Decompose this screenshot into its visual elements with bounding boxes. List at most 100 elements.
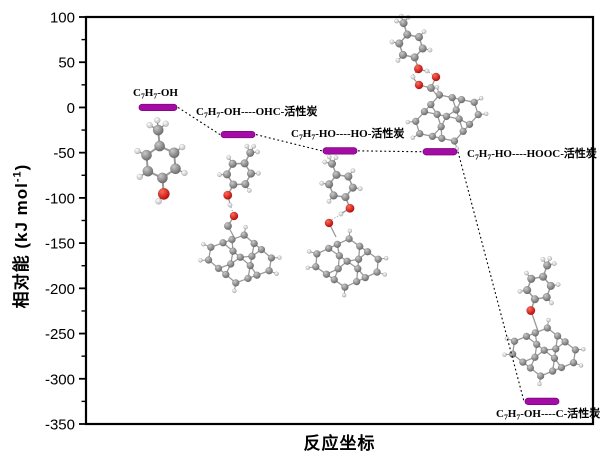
level-label-complex-C7H7-OH-OHC-activated-carbon: C7H7-OH----OHC-活性炭 xyxy=(196,104,317,120)
carbon-atom xyxy=(354,255,363,263)
level-labels: C7H7-OH C7H7-OH----OHC-活性炭 C7H7-HO----HO-活… xyxy=(133,87,600,422)
hydrogen-atom xyxy=(517,288,523,294)
y-axis-label-text: 相对能 (kJ mol xyxy=(12,182,31,309)
level-bar-product-C7H7-OH-C-activated-carbon xyxy=(524,397,560,405)
hydrogen-atom xyxy=(277,255,282,260)
carbon-atom xyxy=(168,147,180,159)
plot-frame xyxy=(84,15,595,426)
level-label-reactant-C7H7-OH: C7H7-OH xyxy=(133,87,178,101)
y-axis-tick-label--100: -100 xyxy=(45,190,75,207)
carbon-atom xyxy=(222,170,232,179)
carbon-atom xyxy=(246,261,254,270)
carbon-atom xyxy=(322,270,331,278)
carbon-atom xyxy=(363,248,372,256)
y-axis-label: 相对能 (kJ mol-1) xyxy=(7,86,31,386)
carbon-atom xyxy=(345,235,353,243)
hydrogen-atom xyxy=(547,256,553,261)
carbon-atom xyxy=(416,129,424,138)
carbon-atom xyxy=(552,345,560,353)
carbon-atom xyxy=(398,50,408,60)
hydrogen-atom xyxy=(427,47,433,53)
hydrogen-atom xyxy=(350,168,356,174)
molecule-cresol-OHC-activated-carbon xyxy=(198,143,282,294)
oxygen-atom xyxy=(223,190,233,200)
carbon-atom xyxy=(457,95,466,104)
y-axis-tick-label-0: 0 xyxy=(67,100,75,117)
carbon-atom xyxy=(550,354,559,362)
carbon-atom xyxy=(332,170,341,179)
carbon-atom xyxy=(435,91,444,99)
carbon-atom xyxy=(313,250,321,258)
carbon-atom xyxy=(329,191,338,200)
carbon-atom xyxy=(253,271,261,279)
hydrogen-atom xyxy=(546,317,551,323)
level-bar-reactant-C7H7-OH xyxy=(138,103,178,112)
hydrogen-atom xyxy=(179,143,186,151)
hydrogen-atom xyxy=(226,155,232,160)
hydrogen-atom xyxy=(201,242,206,247)
y-axis-tick-label--250: -250 xyxy=(45,326,75,343)
oxygen-atom xyxy=(414,80,424,90)
carbon-atom xyxy=(170,163,181,175)
hydrogen-atom xyxy=(232,288,237,294)
carbon-atom xyxy=(152,124,164,136)
hydrogen-atom xyxy=(305,265,310,270)
hydrogen-atom xyxy=(307,249,312,254)
carbon-atom xyxy=(246,148,255,157)
y-axis-tick-label--200: -200 xyxy=(45,281,75,298)
hydrogen-atom xyxy=(155,198,162,205)
carbon-atom xyxy=(540,346,548,354)
carbon-atom xyxy=(418,44,427,53)
carbon-atom xyxy=(530,295,539,304)
carbon-atom xyxy=(352,277,361,286)
molecule-p-cresol xyxy=(134,117,188,205)
carbon-atom xyxy=(438,134,446,143)
y-axis-label-suffix: ) xyxy=(12,163,31,171)
carbon-atom xyxy=(265,267,273,275)
carbon-atom xyxy=(348,183,357,192)
hydrogen-atom xyxy=(134,147,141,155)
oxygen-atom xyxy=(526,306,536,316)
level-label-complex-C7H7-HO-HO-activated-carbon: C7H7-HO----HO-活性炭 xyxy=(291,126,404,142)
carbon-atom xyxy=(207,243,215,251)
hydrogen-atom xyxy=(326,154,332,160)
carbon-atom xyxy=(543,261,552,270)
carbon-atom xyxy=(410,53,419,62)
carbon-atom xyxy=(257,245,266,254)
carbon-atom xyxy=(214,264,223,273)
hydrogen-atom xyxy=(551,261,557,266)
hydrogen-atom xyxy=(549,300,554,306)
connector-complex-C7H7-HO-HOOC-activated-carbon-to-product-C7H7-OH-C-activated-carbon xyxy=(457,151,525,402)
carbon-atom xyxy=(523,285,532,295)
molecule-cresol-HOOC-activated-carbon xyxy=(389,13,489,151)
carbon-atom xyxy=(412,117,420,126)
carbon-atom xyxy=(341,283,349,291)
hydrogen-atom xyxy=(389,39,395,45)
carbon-atom xyxy=(546,281,555,291)
connector-complex-C7H7-HO-HO-activated-carbon-to-complex-C7H7-HO-HOOC-activated-carbon xyxy=(357,150,423,153)
hydrogen-atom xyxy=(524,270,529,276)
carbon-atom xyxy=(437,123,445,131)
carbon-atom xyxy=(219,239,227,247)
y-axis-tick-label--350: -350 xyxy=(45,417,75,434)
carbon-atom xyxy=(361,273,369,282)
oxygen-atom xyxy=(157,187,170,200)
molecule-cresol-C-activated-carbon-product xyxy=(502,256,586,387)
carbon-atom xyxy=(519,358,527,366)
level-bar-complex-C7H7-HO-HOOC-activated-carbon xyxy=(422,148,458,156)
hydrogen-atom xyxy=(347,228,353,234)
carbon-atom xyxy=(428,132,437,141)
carbon-atom xyxy=(533,340,541,349)
carbon-atom xyxy=(156,172,168,184)
carbon-atom xyxy=(510,337,519,345)
carbon-atom xyxy=(474,110,482,119)
hydrogen-atom xyxy=(382,272,387,277)
hydrogen-atom xyxy=(555,282,561,288)
y-axis-tick-label--50: -50 xyxy=(53,145,75,162)
hydrogen-atom xyxy=(338,211,344,217)
hydrogen-atom xyxy=(198,258,203,263)
carbon-atom xyxy=(427,83,436,92)
level-bar-complex-C7H7-OH-OHC-activated-carbon xyxy=(220,130,256,139)
axes: 100 50 0 -50 -100 -150 -200 -250 -300 -350 xyxy=(45,10,595,434)
